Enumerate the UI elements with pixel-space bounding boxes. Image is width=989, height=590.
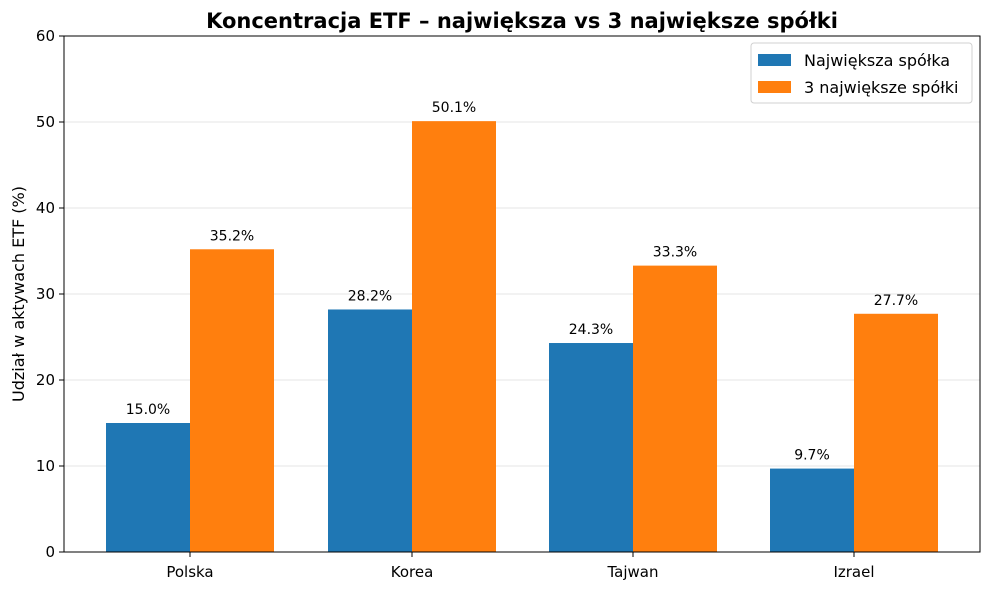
- data-label: 28.2%: [348, 288, 392, 304]
- y-tick-label: 0: [45, 543, 55, 561]
- y-tick-label: 20: [36, 371, 55, 389]
- data-label: 15.0%: [126, 402, 170, 418]
- data-label: 33.3%: [653, 245, 697, 261]
- y-tick-label: 30: [36, 285, 55, 303]
- legend-swatch: [758, 81, 791, 93]
- legend-swatch: [758, 54, 791, 66]
- x-tick-label: Korea: [391, 563, 434, 581]
- x-tick-label: Izrael: [833, 563, 874, 581]
- data-label: 27.7%: [874, 293, 918, 309]
- y-tick-label: 50: [36, 113, 55, 131]
- bar: [549, 343, 633, 552]
- x-tick-label: Tajwan: [606, 563, 658, 581]
- bar: [106, 423, 190, 552]
- bar: [633, 265, 717, 552]
- y-tick-label: 10: [36, 457, 55, 475]
- data-label: 35.2%: [210, 228, 254, 244]
- bar: [770, 468, 854, 552]
- y-tick-label: 40: [36, 199, 55, 217]
- legend: Największa spółka 3 największe spółki: [750, 42, 973, 104]
- y-tick-label: 60: [36, 27, 55, 45]
- legend-label: Największa spółka: [804, 51, 950, 70]
- data-label: 50.1%: [432, 100, 476, 116]
- bar: [190, 249, 274, 552]
- bar: [412, 121, 496, 552]
- legend-label: 3 największe spółki: [804, 78, 959, 97]
- x-tick-label: Polska: [166, 563, 213, 581]
- data-label: 9.7%: [794, 448, 830, 464]
- chart-title: Koncentracja ETF – największa vs 3 najwi…: [206, 9, 838, 33]
- bar: [854, 313, 938, 552]
- data-label: 24.3%: [569, 322, 613, 338]
- legend-frame: [750, 42, 973, 104]
- y-axis-label: Udział w aktywach ETF (%): [9, 186, 28, 402]
- bar: [328, 309, 412, 552]
